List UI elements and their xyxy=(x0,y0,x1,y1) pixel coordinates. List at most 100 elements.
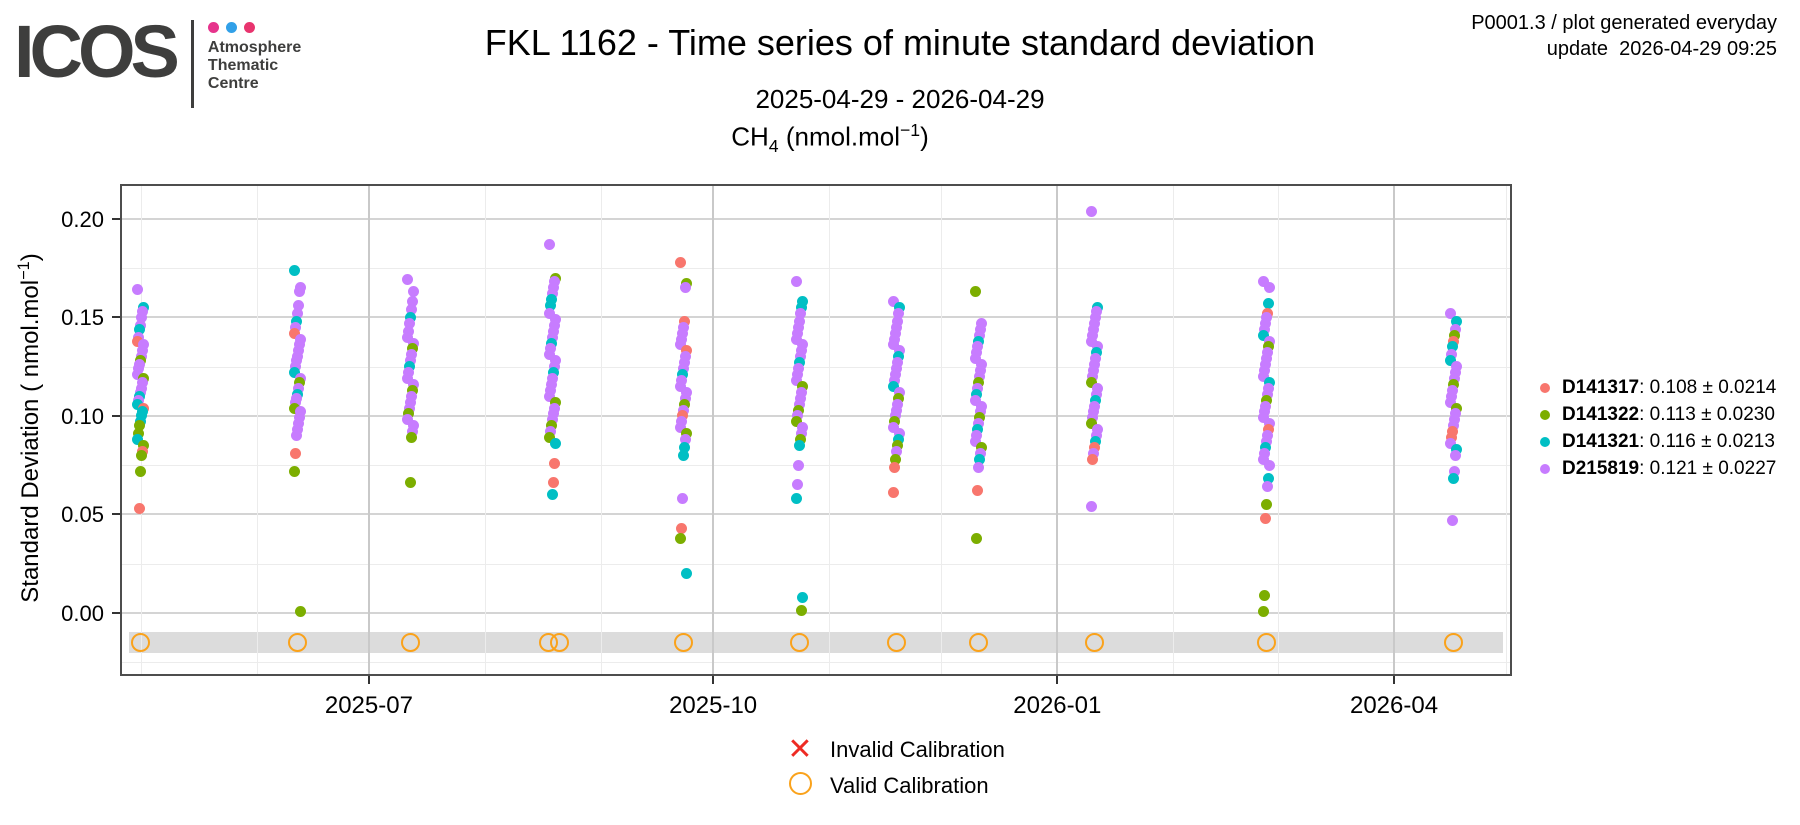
data-point xyxy=(676,493,688,505)
data-point xyxy=(973,418,985,430)
data-point xyxy=(1448,335,1460,347)
data-point xyxy=(137,345,149,357)
data-point xyxy=(1258,329,1270,341)
logo-division-line: Thematic xyxy=(207,57,279,74)
data-point xyxy=(893,428,905,440)
data-point xyxy=(674,339,686,351)
data-point xyxy=(402,325,414,337)
data-point xyxy=(794,351,806,363)
data-point xyxy=(1263,424,1275,436)
data-point xyxy=(406,343,418,355)
data-point xyxy=(1260,441,1272,453)
data-point xyxy=(792,321,804,333)
data-point xyxy=(407,337,419,349)
y-axis-tick-label: 0.20 xyxy=(61,206,104,232)
series-mean-sd: : 0.121 ± 0.0227 xyxy=(1639,457,1777,479)
x-axis-tick xyxy=(1393,676,1396,684)
data-point xyxy=(1260,359,1272,371)
x-axis-tick-label: 2025-07 xyxy=(324,692,413,719)
data-point xyxy=(402,408,414,420)
gridline-y-minor xyxy=(122,563,1510,565)
data-point xyxy=(133,428,145,440)
data-point xyxy=(890,363,902,375)
data-point xyxy=(796,296,808,308)
data-point xyxy=(1261,436,1273,448)
gas-name: CH xyxy=(731,121,769,152)
data-point xyxy=(1264,335,1276,347)
data-point xyxy=(1086,418,1098,430)
data-point xyxy=(975,406,987,418)
data-point xyxy=(132,398,144,410)
data-point xyxy=(970,436,982,448)
plot-meta: P0001.3 / plot generated everyday update… xyxy=(1471,10,1777,62)
gridline-x-minor xyxy=(256,186,258,674)
data-point xyxy=(546,331,558,343)
calibration-band xyxy=(129,631,1503,653)
data-point xyxy=(795,386,807,398)
invalid-calibration-label: Invalid Calibration xyxy=(830,737,1005,762)
data-point xyxy=(674,380,686,392)
valid-calibration-symbol-cell xyxy=(770,771,830,801)
data-point xyxy=(290,361,302,373)
data-point xyxy=(678,357,690,369)
data-point xyxy=(290,447,302,459)
data-point xyxy=(795,302,807,314)
data-point xyxy=(792,363,804,375)
data-point xyxy=(971,388,983,400)
data-point xyxy=(973,376,985,388)
gridline-y-major xyxy=(122,316,1510,319)
data-point xyxy=(971,347,983,359)
data-point xyxy=(543,432,555,444)
data-point xyxy=(293,382,305,394)
data-point xyxy=(792,459,804,471)
gridline-x-major xyxy=(1056,186,1059,674)
gridline-y-minor xyxy=(122,366,1510,368)
data-point xyxy=(136,449,148,461)
gridline-x-minor xyxy=(1173,186,1175,674)
data-point xyxy=(1262,347,1274,359)
data-point xyxy=(404,311,416,323)
data-point xyxy=(1258,412,1270,424)
data-point xyxy=(1262,481,1274,493)
valid-calibration-marker xyxy=(886,632,906,652)
data-point xyxy=(790,416,802,428)
y-axis-tick xyxy=(112,611,120,614)
gridline-y-major xyxy=(122,414,1510,417)
data-point xyxy=(675,333,687,345)
data-point xyxy=(292,307,304,319)
data-point xyxy=(295,406,307,418)
valid-calibration-marker xyxy=(673,632,693,652)
data-point xyxy=(891,398,903,410)
data-point xyxy=(290,396,302,408)
data-point xyxy=(132,284,144,296)
series-legend-item: D141321: 0.116 ± 0.0213 xyxy=(1540,428,1776,455)
series-legend: D141317: 0.108 ± 0.0214 D141322: 0.113 ± … xyxy=(1540,374,1776,482)
data-point xyxy=(1447,384,1459,396)
gridline-x-major xyxy=(1393,186,1396,674)
data-point xyxy=(971,430,983,442)
data-point xyxy=(1087,329,1099,341)
data-point xyxy=(1450,323,1462,335)
data-point xyxy=(138,439,150,451)
gas-species-title: CH4 (nmol.mol−1) xyxy=(330,120,1330,157)
data-point xyxy=(972,382,984,394)
data-point xyxy=(1087,371,1099,382)
series-legend-dot-icon xyxy=(1540,463,1550,474)
data-point xyxy=(887,296,899,308)
data-point xyxy=(401,414,413,426)
data-point xyxy=(134,420,146,432)
data-point xyxy=(1445,307,1457,319)
data-point xyxy=(547,325,559,337)
data-point xyxy=(791,479,803,491)
data-point xyxy=(1092,382,1104,394)
logo-divider xyxy=(190,20,194,108)
data-point xyxy=(1090,311,1102,323)
data-point xyxy=(1091,388,1103,400)
logo-dots xyxy=(207,22,301,33)
data-point xyxy=(405,432,417,444)
data-point xyxy=(544,343,556,355)
data-point xyxy=(793,439,805,451)
data-point xyxy=(1261,499,1273,511)
